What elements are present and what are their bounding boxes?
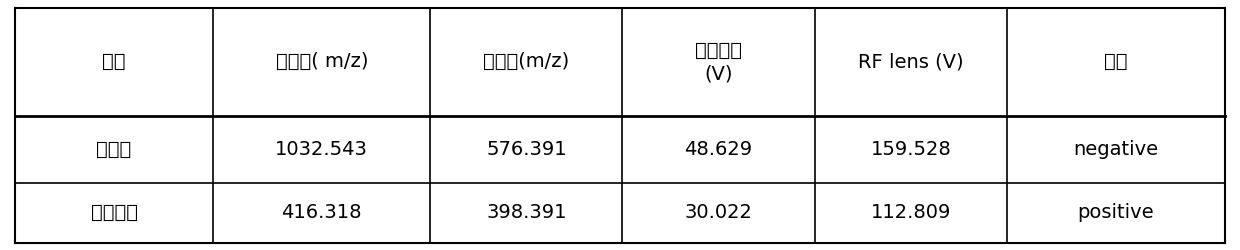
Text: 碰撞能量
(V): 碰撞能量 (V) xyxy=(696,40,742,83)
Text: 名称: 名称 xyxy=(103,52,125,72)
Text: 159.528: 159.528 xyxy=(870,140,951,159)
Text: 母离子( m/z): 母离子( m/z) xyxy=(275,52,368,72)
Text: positive: positive xyxy=(1078,203,1154,222)
Text: 576.391: 576.391 xyxy=(486,140,567,159)
Text: 398.391: 398.391 xyxy=(486,203,567,222)
Text: 番茄皮苷: 番茄皮苷 xyxy=(91,203,138,222)
Text: 子离子(m/z): 子离子(m/z) xyxy=(484,52,569,72)
Text: 112.809: 112.809 xyxy=(870,203,951,222)
Text: 416.318: 416.318 xyxy=(281,203,362,222)
Text: 1032.543: 1032.543 xyxy=(275,140,368,159)
Text: 30.022: 30.022 xyxy=(684,203,753,222)
Text: negative: negative xyxy=(1074,140,1158,159)
Text: 极性: 极性 xyxy=(1105,52,1127,72)
Text: RF lens (V): RF lens (V) xyxy=(858,52,963,72)
Text: 番茄碱: 番茄碱 xyxy=(97,140,131,159)
Text: 48.629: 48.629 xyxy=(684,140,753,159)
